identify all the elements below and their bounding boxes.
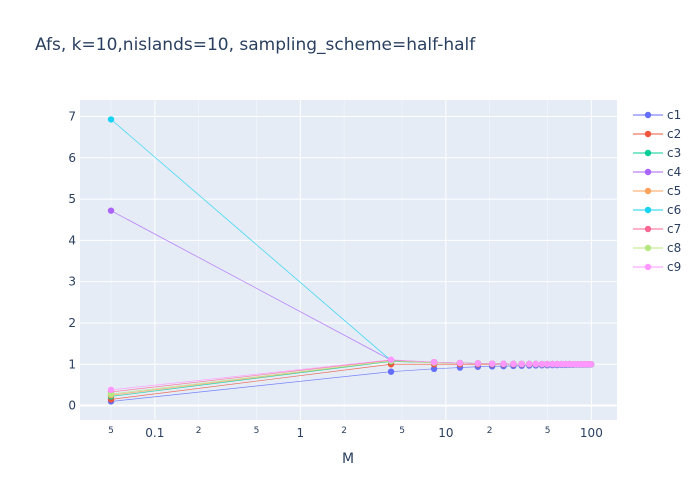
data-point <box>549 360 556 368</box>
data-point <box>500 360 507 367</box>
series-points-c9 <box>107 356 595 394</box>
x-minor-tick-label: 5 <box>545 426 551 436</box>
y-tick-label: 3 <box>68 275 76 289</box>
legend-label: c1 <box>667 108 681 122</box>
y-tick-label: 4 <box>68 233 76 247</box>
data-point <box>553 360 561 368</box>
y-tick-label: 6 <box>68 151 76 165</box>
legend-label: c2 <box>667 127 681 141</box>
data-point <box>430 358 438 366</box>
legend-item-c4[interactable]: c4 <box>633 165 681 179</box>
data-point <box>107 116 115 123</box>
data-point <box>107 207 115 214</box>
legend-marker <box>644 187 652 195</box>
x-minor-tick-label: 5 <box>108 426 114 436</box>
legend-marker <box>644 225 652 233</box>
data-point <box>430 365 438 372</box>
data-point <box>387 356 395 363</box>
legend-item-c2[interactable]: c2 <box>633 127 681 141</box>
x-tick-label: 0.1 <box>145 426 164 440</box>
legend-marker <box>644 206 652 214</box>
data-point <box>387 368 395 375</box>
legend-label: c5 <box>667 184 681 198</box>
y-tick-label: 7 <box>68 110 76 124</box>
legend[interactable]: c1 c2 c3 c4 c5 c6 c7 c8 c9 <box>633 108 681 274</box>
y-tick-label: 5 <box>68 192 76 206</box>
legend-item-c3[interactable]: c3 <box>633 146 681 160</box>
legend-item-c1[interactable]: c1 <box>633 108 681 122</box>
chart-title: Afs, k=10,nislands=10, sampling_scheme=h… <box>35 35 476 55</box>
data-point <box>587 361 595 368</box>
x-axis-ticks: 5 2 5 2 5 2 5 0.1 1 10 100 <box>108 426 603 440</box>
y-axis-ticks: 0 1 2 3 4 5 6 7 <box>68 110 76 413</box>
plot-area <box>80 100 617 420</box>
data-point <box>474 360 482 367</box>
legend-marker <box>644 263 652 271</box>
y-tick-label: 0 <box>68 399 76 413</box>
legend-item-c6[interactable]: c6 <box>633 203 681 217</box>
legend-item-c5[interactable]: c5 <box>633 184 681 198</box>
x-minor-tick-label: 5 <box>399 426 405 436</box>
x-minor-tick-label: 5 <box>254 426 260 436</box>
legend-item-c9[interactable]: c9 <box>633 260 681 274</box>
x-minor-tick-label: 2 <box>196 426 202 436</box>
data-point <box>488 360 496 367</box>
legend-item-c8[interactable]: c8 <box>633 241 681 255</box>
legend-marker <box>644 111 652 119</box>
data-point <box>518 360 525 368</box>
series-points <box>107 116 595 405</box>
data-point <box>538 360 546 368</box>
y-tick-label: 1 <box>68 357 76 371</box>
legend-label: c8 <box>667 241 681 255</box>
data-point <box>456 359 464 367</box>
x-tick-label: 1 <box>297 426 305 440</box>
legend-label: c9 <box>667 260 681 274</box>
x-axis-title: M <box>342 451 354 467</box>
legend-label: c6 <box>667 203 681 217</box>
legend-marker <box>644 244 652 252</box>
data-point <box>510 360 517 368</box>
legend-label: c4 <box>667 165 681 179</box>
data-point <box>544 360 551 368</box>
legend-label: c7 <box>667 222 681 236</box>
y-tick-label: 2 <box>68 316 76 330</box>
legend-label: c3 <box>667 146 681 160</box>
data-point <box>532 360 539 368</box>
legend-marker <box>644 130 652 138</box>
x-minor-tick-label: 2 <box>487 426 493 436</box>
x-tick-label: 100 <box>580 426 603 440</box>
legend-marker <box>644 149 652 157</box>
data-point <box>107 386 115 394</box>
legend-marker <box>644 168 652 176</box>
legend-item-c7[interactable]: c7 <box>633 222 681 236</box>
x-minor-tick-label: 2 <box>341 426 347 436</box>
data-point <box>526 360 533 368</box>
x-tick-label: 10 <box>438 426 453 440</box>
